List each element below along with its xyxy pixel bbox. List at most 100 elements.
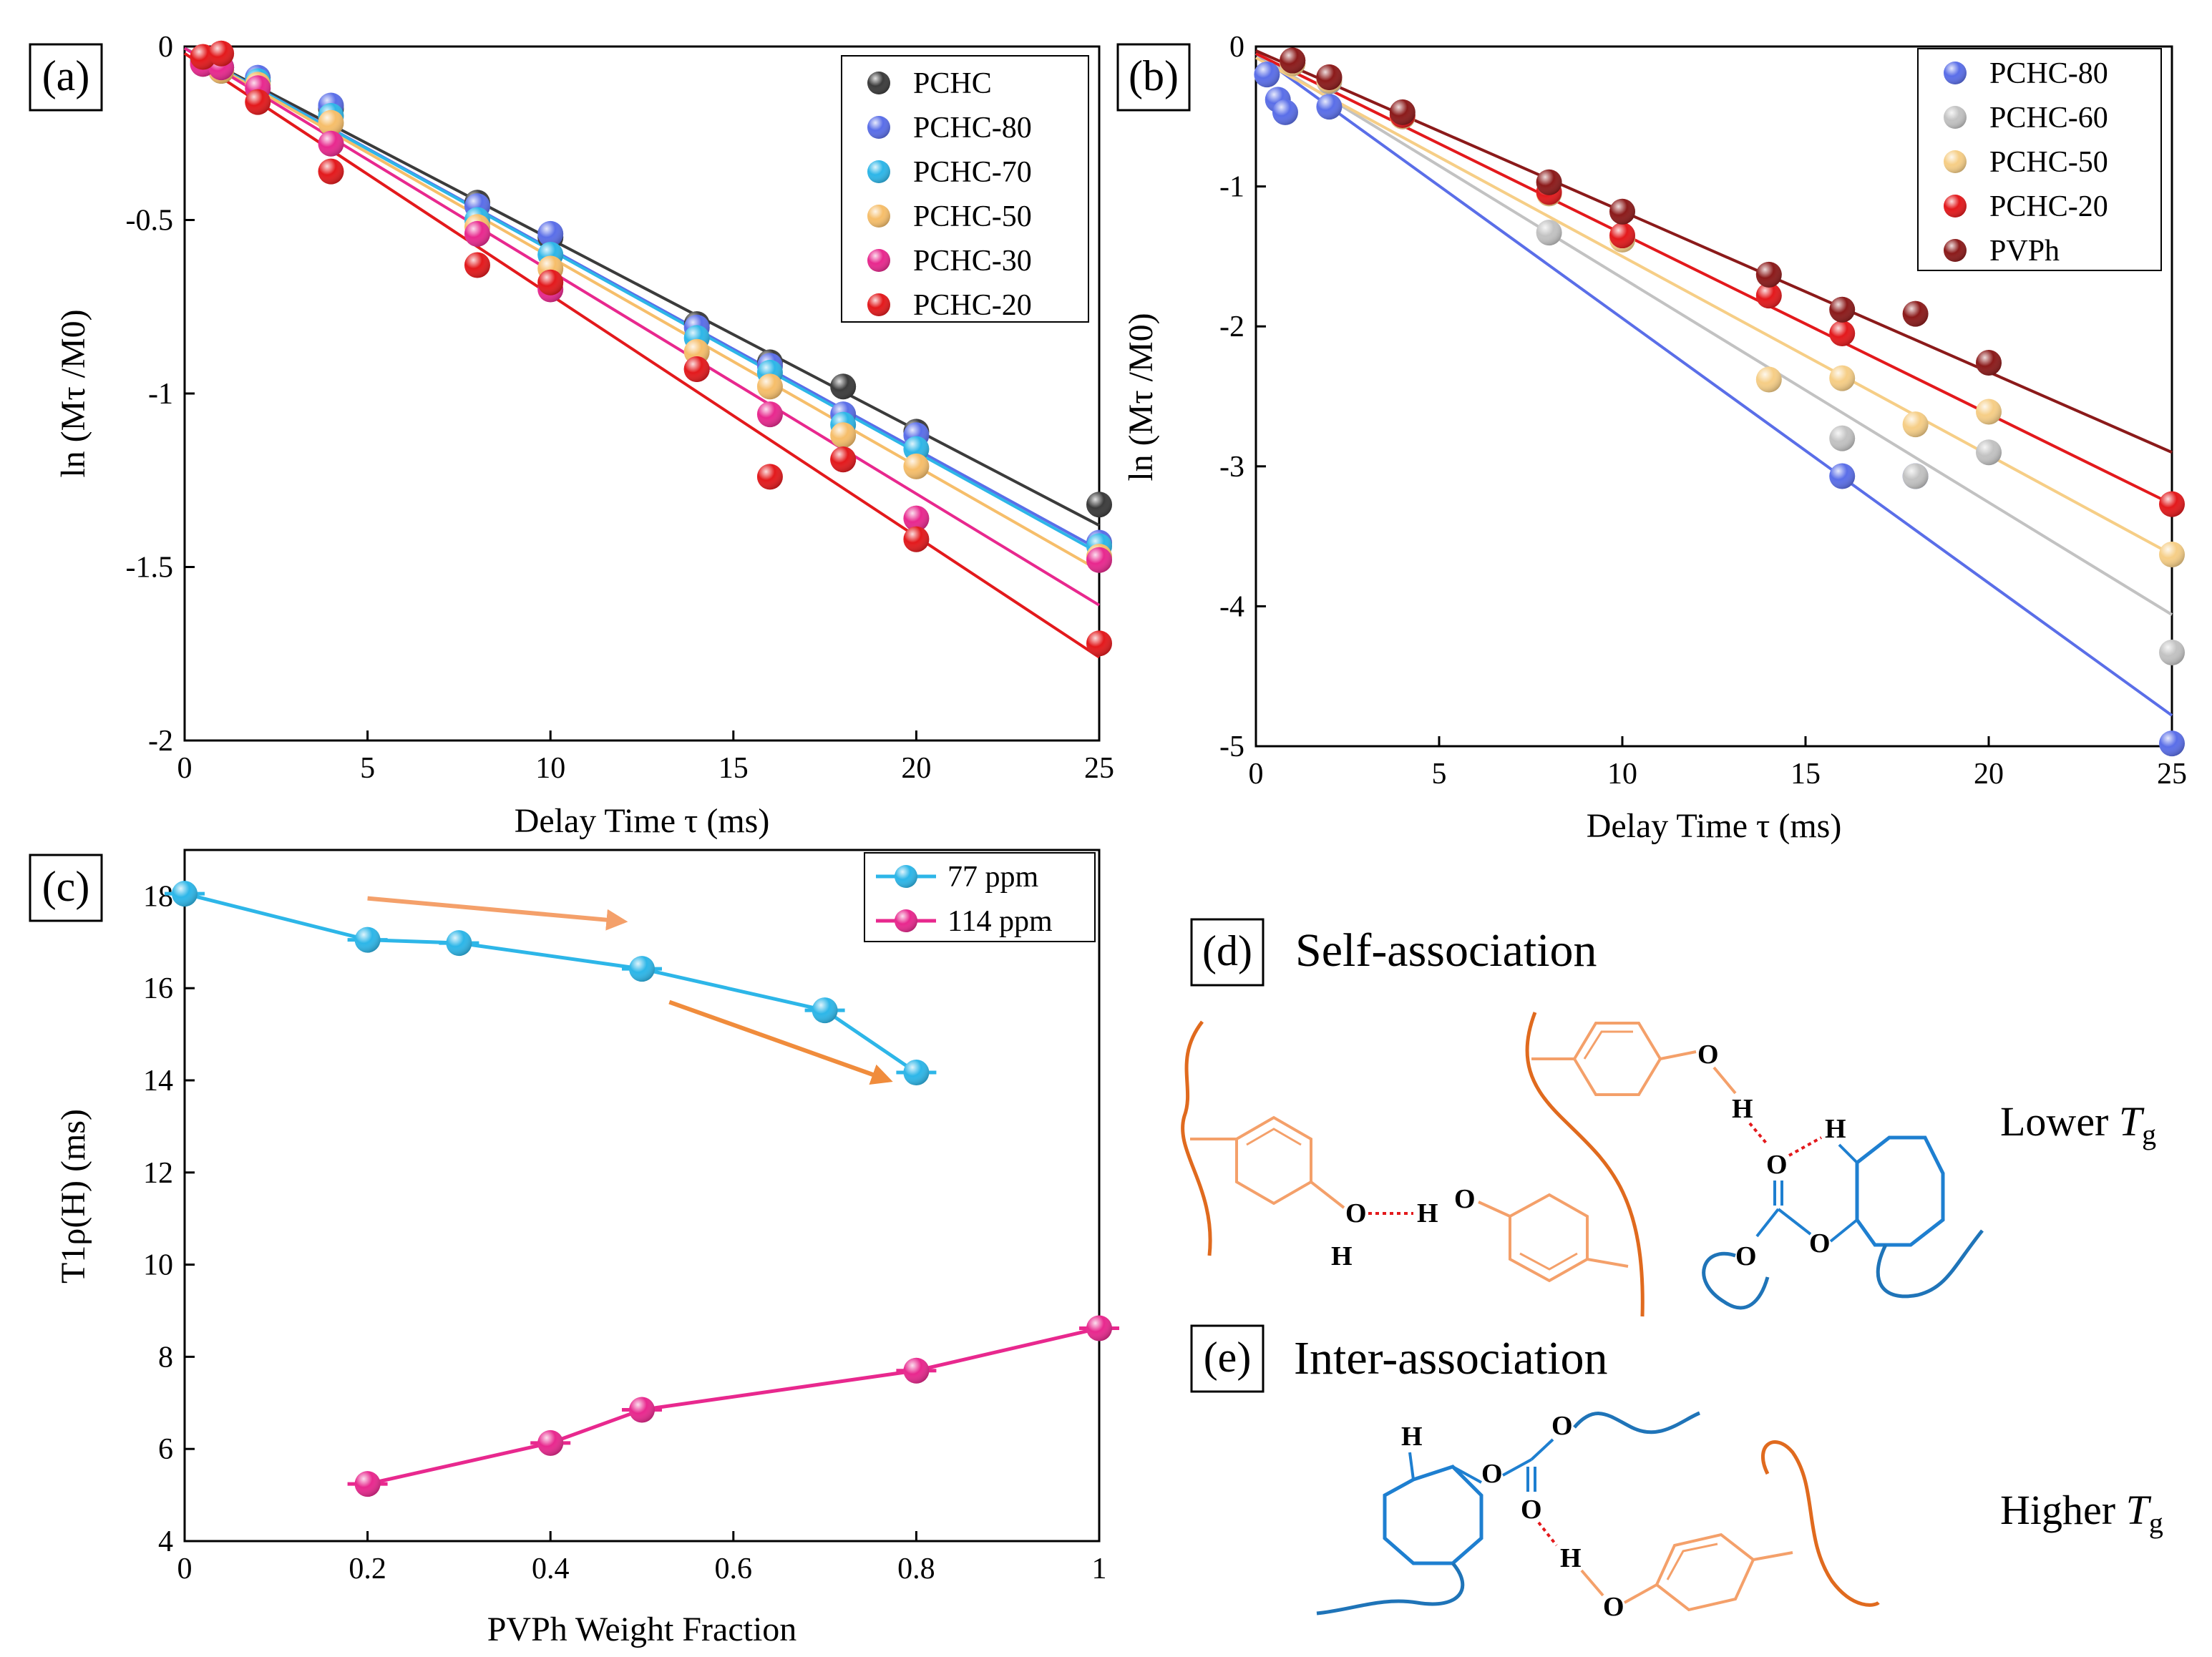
y-tick-label: -5 [1219,730,1244,763]
hydrogen-bond [1537,1521,1558,1547]
hydrogen-atom: H [1732,1094,1753,1124]
pchc-chain [1573,1411,1700,1434]
data-point [1976,439,2002,466]
data-point [464,252,490,278]
data-point [245,89,271,115]
x-tick-label: 5 [360,752,375,785]
y-axis-title: ln (Mτ /M0) [1122,313,1160,481]
plot-frame [183,849,1101,1543]
series-lines [184,891,1100,1486]
legend-item: PCHC [867,67,992,100]
data-points [165,881,1119,1497]
data-point [830,373,857,400]
legend-item: PCHC-50 [1944,146,2108,179]
pvph-bond [1712,1066,1737,1095]
panel-label-e: (e) [1190,1324,1265,1393]
data-point [683,356,710,383]
svg-text:(a): (a) [42,52,90,99]
axis-ticks: 0 5 10 15 20 25 0 -1 -2 -3 -4 -5 [1219,31,2187,791]
legend-label: PCHC-20 [1989,190,2108,223]
legend-label: PVPh [1989,235,2060,268]
x-tick-label: 5 [1432,758,1447,791]
pchc-chain [1316,1562,1465,1616]
data-point [1829,296,1856,323]
legend-item: PCHC-50 [867,200,1032,233]
legend-item: PCHC-60 [1944,102,2108,135]
x-tick-label: 20 [901,752,931,785]
data-point [1829,425,1856,451]
pvph-bond [1478,1201,1511,1218]
legend-label: 114 ppm [947,905,1053,938]
pchc-bond [1755,1208,1780,1238]
pchc-bond [1530,1438,1554,1461]
data-point [896,1357,937,1384]
legend: 77 ppm 114 ppm [864,852,1096,942]
legend-label: PCHC-70 [913,156,1032,189]
legend-label: PCHC-50 [913,200,1032,233]
oxygen-atom: O [1697,1040,1719,1070]
pvph-bond [1587,1258,1629,1268]
oxygen-atom: O [1766,1150,1788,1180]
hydrogen-atom: H [1825,1114,1846,1144]
data-point [208,40,235,67]
legend-label: 77 ppm [947,861,1039,894]
data-point [756,373,783,400]
pvph-chain-left [1181,1020,1212,1256]
fit-line [1254,52,2173,616]
pchc-chain [1702,1251,1770,1310]
legend-frame [841,55,1089,323]
oxygen-atom: O [1603,1592,1624,1622]
data-point [165,881,205,907]
plot-frame [1254,45,2173,748]
data-point [1755,283,1782,309]
legend-item: PCHC-80 [1944,57,2108,90]
scheme-inter-association: (e) Inter-association H O O O H O Higher… [1190,1324,2163,1622]
legend: PCHC PCHC-80 PCHC-70 PCHC-50 PCHC-30 PCHC-20 [841,55,1089,323]
x-tick-label: 0.2 [349,1553,386,1585]
y-tick-label: -2 [148,725,173,758]
data-point [830,422,857,449]
data-point [1755,366,1782,393]
hydrogen-atom: H [1401,1422,1423,1452]
y-axis-title: T1ρ(H) (ms) [54,1109,92,1284]
legend-item: PVPh [1944,235,2060,268]
data-point [464,220,490,247]
hydrogen-bond [1788,1136,1822,1157]
y-tick-label: 4 [158,1525,173,1558]
data-point [903,453,930,479]
x-tick-label: 0.4 [532,1553,570,1585]
trend-arrow [367,896,628,931]
data-point [1755,261,1782,288]
data-point [2159,491,2185,517]
legend-label: PCHC [913,67,992,100]
y-tick-label: 8 [158,1341,173,1374]
data-point [1902,463,1929,489]
y-axis-title: ln (Mτ /M0) [54,309,92,477]
hydrogen-atom: H [1331,1241,1353,1271]
data-point [2159,639,2185,665]
data-point [1829,463,1856,489]
x-tick-label: 0.8 [897,1553,935,1585]
legend-item: PCHC-20 [867,289,1032,322]
chart-panel-a: 0 5 10 15 20 25 0 -0.5 -1 -1.5 -2 Delay Time τ (ms… [29,31,1114,840]
data-point [1902,411,1929,438]
data-point [1079,1315,1119,1341]
legend-label: PCHC-50 [1989,146,2108,179]
pchc-chain [1876,1229,1984,1299]
series-line [184,891,917,1075]
data-point [896,1060,937,1086]
fit-line [1254,52,2173,717]
data-point [1316,94,1343,120]
x-tick-label: 25 [2157,758,2187,791]
hydrogen-bond [1748,1122,1769,1146]
y-tick-label: -3 [1219,451,1244,484]
data-points [190,40,1112,657]
data-point [1536,220,1562,246]
data-point [1272,99,1298,125]
data-point [1829,365,1856,391]
x-tick-label: 1 [1092,1553,1107,1585]
panel-label-d: (d) [1190,918,1265,987]
pchc-bond [1838,1143,1858,1164]
